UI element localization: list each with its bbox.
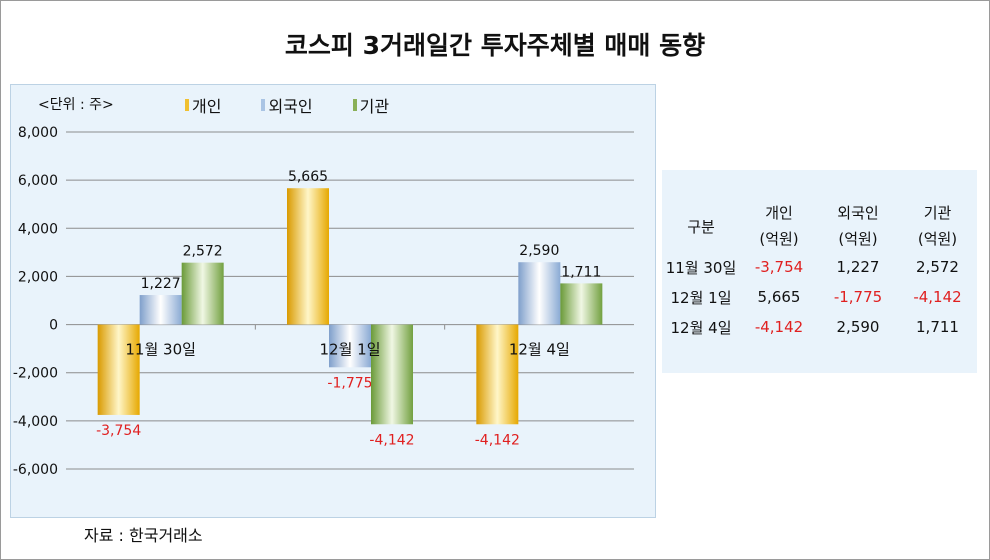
table-cell-institution: 1,711 xyxy=(916,318,959,336)
x-tick-label: 11월 30일 xyxy=(125,341,196,359)
legend-swatch-individual xyxy=(185,99,189,111)
y-tick-label: -4,000 xyxy=(13,414,58,430)
table-cell-date: 12월 4일 xyxy=(670,318,732,337)
header-institution-unit: (억원) xyxy=(917,230,958,248)
header-category-label: 구분 xyxy=(687,217,715,236)
data-label: -3,754 xyxy=(96,423,141,439)
x-tick-label: 12월 1일 xyxy=(320,341,381,359)
header-foreign-unit: (억원) xyxy=(838,230,878,248)
data-label: 5,665 xyxy=(288,169,328,185)
chart-title: 코스피 3거래일간 투자주체별 매매 동향 xyxy=(284,31,706,60)
data-label: -4,142 xyxy=(475,432,520,448)
legend-item-individual: 개인 xyxy=(185,93,221,117)
data-label: 1,711 xyxy=(561,264,601,280)
table-row: 12월 1일 5,665 -1,775 -4,142 xyxy=(662,282,977,312)
table-cell-individual: -3,754 xyxy=(754,258,804,276)
header-category: 구분 xyxy=(662,200,740,252)
legend-label-individual: 개인 xyxy=(192,97,222,116)
header-foreign-label: 외국인 xyxy=(837,204,879,222)
data-label: 2,572 xyxy=(183,244,223,260)
table-cell-individual: 5,665 xyxy=(757,288,801,306)
header-individual-label: 개인 xyxy=(765,204,793,222)
bar-institution xyxy=(181,262,224,325)
legend-swatch-foreign xyxy=(261,99,266,111)
bar-foreign xyxy=(139,295,182,325)
bar-individual xyxy=(287,188,329,325)
table-cell-date: 11월 30일 xyxy=(665,258,737,277)
legend: 개인 외국인 기관 xyxy=(185,93,389,117)
source-note: 자료 : 한국거래소 xyxy=(84,526,203,545)
table-cell-foreign: 1,227 xyxy=(836,258,880,276)
header-foreign: 외국인 (억원) xyxy=(818,200,898,252)
table-cell-foreign: 2,590 xyxy=(836,318,880,336)
y-tick-label: -6,000 xyxy=(13,462,58,478)
header-individual: 개인 (억원) xyxy=(740,200,818,252)
summary-table-panel: 구분 개인 (억원) 외국인 (억원) 기관 (억원) 11월 30일 - xyxy=(662,170,977,373)
y-tick-label: 8,000 xyxy=(18,125,58,141)
header-institution: 기관 (억원) xyxy=(898,200,977,252)
data-label: -1,775 xyxy=(327,375,372,391)
y-tick-label: 0 xyxy=(49,318,58,334)
table-cell-foreign: -1,775 xyxy=(833,288,883,306)
y-tick-label: 4,000 xyxy=(18,221,58,237)
bar-foreign xyxy=(329,324,371,368)
table-row: 12월 4일 -4,142 2,590 1,711 xyxy=(662,312,977,342)
x-tick-label: 12월 4일 xyxy=(509,341,570,359)
legend-label-institution: 기관 xyxy=(359,97,390,116)
data-label: 2,590 xyxy=(519,243,559,259)
y-tick-label: 2,000 xyxy=(18,269,58,285)
header-individual-unit: (억원) xyxy=(759,230,799,248)
summary-table: 구분 개인 (억원) 외국인 (억원) 기관 (억원) 11월 30일 - xyxy=(662,200,977,342)
data-label: -4,142 xyxy=(369,432,414,448)
legend-swatch-institution xyxy=(352,99,357,111)
y-tick-label: -2,000 xyxy=(13,366,58,382)
unit-label: <단위 : 주> xyxy=(38,97,114,113)
y-tick-label: 6,000 xyxy=(18,173,58,189)
legend-item-institution: 기관 xyxy=(352,93,390,117)
header-institution-label: 기관 xyxy=(923,204,952,222)
table-row: 11월 30일 -3,754 1,227 2,572 xyxy=(662,252,977,282)
bar-individual xyxy=(476,324,519,425)
table-header-row: 구분 개인 (억원) 외국인 (억원) 기관 (억원) xyxy=(662,200,977,252)
bar-foreign xyxy=(518,262,561,325)
table-cell-date: 12월 1일 xyxy=(670,288,732,307)
legend-label-foreign: 외국인 xyxy=(268,97,313,116)
table-cell-individual: -4,142 xyxy=(754,318,804,336)
table-cell-institution: 2,572 xyxy=(916,258,959,276)
bar-institution xyxy=(560,283,603,325)
data-label: 1,227 xyxy=(141,276,181,292)
bar-individual xyxy=(97,324,140,415)
table-cell-institution: -4,142 xyxy=(913,288,962,306)
bar-institution xyxy=(371,324,413,425)
legend-item-foreign: 외국인 xyxy=(261,93,313,117)
